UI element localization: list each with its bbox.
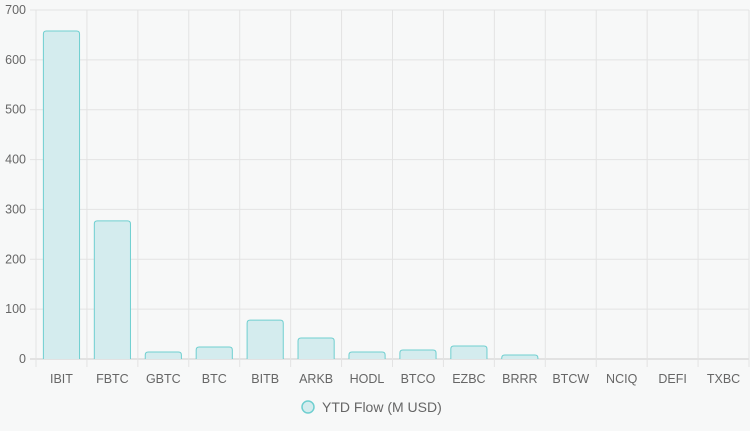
bar-arkb [297, 337, 335, 359]
legend-label: YTD Flow (M USD) [322, 399, 442, 415]
bars [42, 30, 539, 359]
x-axis: IBIT FBTC GBTC BTC BITB ARKB HODL BTCO EZBC BRRR B… [50, 372, 740, 386]
x-tick-label: NCIQ [606, 372, 638, 386]
bar-fbtc [93, 220, 131, 359]
y-tick-label: 200 [5, 252, 26, 266]
x-tick-label: BITB [251, 372, 279, 386]
x-tick-label: TXBC [707, 372, 740, 386]
bar-hodl [348, 351, 386, 359]
bar-btc [195, 346, 233, 359]
bar-brrr [501, 354, 539, 359]
bar-gbtc [144, 351, 182, 359]
x-tick-label: EZBC [452, 372, 485, 386]
x-tick-label: GBTC [146, 372, 181, 386]
y-tick-label: 100 [5, 302, 26, 316]
y-tick-label: 400 [5, 153, 26, 167]
bar-bitb [246, 319, 284, 359]
x-tick-label: HODL [350, 372, 385, 386]
legend[interactable]: YTD Flow (M USD) [301, 399, 442, 415]
x-tick-label: IBIT [50, 372, 73, 386]
x-tick-label: DEFI [658, 372, 686, 386]
x-tick-label: FBTC [96, 372, 129, 386]
x-tick-label: BTC [202, 372, 227, 386]
y-tick-label: 0 [19, 352, 26, 366]
y-tick-label: 300 [5, 202, 26, 216]
legend-marker [301, 400, 315, 414]
y-tick-label: 700 [5, 3, 26, 17]
bar-btco [399, 349, 437, 359]
y-axis: 0 100 200 300 400 500 600 700 [5, 3, 26, 366]
y-tick-label: 600 [5, 53, 26, 67]
y-tick-label: 500 [5, 103, 26, 117]
x-tick-label: BRRR [502, 372, 537, 386]
bar-ibit [42, 30, 81, 359]
x-tick-label: BTCO [401, 372, 436, 386]
bar-ezbc [450, 345, 488, 359]
grid [30, 9, 750, 367]
x-tick-label: ARKB [299, 372, 333, 386]
x-tick-label: BTCW [552, 372, 589, 386]
